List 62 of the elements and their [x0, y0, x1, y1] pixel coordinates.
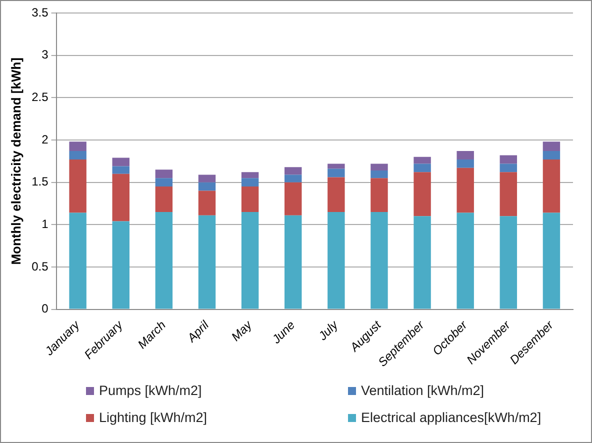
bar	[69, 159, 86, 213]
y-tick-label: 1.5	[32, 174, 49, 189]
y-tick-label: 2	[42, 132, 49, 146]
bar	[370, 212, 388, 309]
bar	[155, 186, 173, 212]
bar	[500, 172, 518, 216]
bar	[198, 182, 216, 191]
bar	[500, 155, 518, 164]
bar	[198, 174, 216, 182]
bar	[241, 186, 259, 212]
bar	[456, 212, 474, 309]
x-tick-label: July	[314, 317, 342, 344]
bar	[370, 178, 388, 212]
bar	[155, 212, 173, 309]
bar	[414, 156, 431, 164]
legend-label: Ventilation [kWh/m2]	[361, 383, 484, 398]
bar	[198, 215, 216, 309]
bar	[542, 142, 560, 151]
y-tick-label: 0.5	[32, 259, 49, 274]
bar	[542, 159, 560, 213]
legend-label: Electrical appliances[kWh/m2]	[361, 410, 542, 425]
bar	[414, 164, 431, 172]
y-axis-title: Monthly electricity demand [kWh]	[8, 58, 24, 265]
bar	[370, 170, 388, 178]
bar	[284, 167, 302, 175]
bar	[328, 168, 345, 178]
y-tick-label: 1	[42, 216, 49, 231]
y-tick-label: 3	[42, 48, 49, 62]
bar	[456, 150, 474, 160]
bar	[69, 142, 86, 151]
bar	[155, 170, 173, 178]
bar	[542, 150, 560, 160]
bar	[414, 172, 431, 216]
bar	[542, 212, 560, 309]
bar	[328, 212, 345, 309]
legend-label: Lighting [kWh/m2]	[99, 410, 208, 425]
y-tick-label: 2.5	[32, 90, 49, 104]
bar	[241, 212, 259, 309]
bar	[284, 215, 302, 309]
y-tick-label: 3.5	[32, 5, 49, 20]
bar	[328, 177, 345, 212]
bar	[155, 178, 173, 187]
bar	[456, 168, 474, 213]
bar	[112, 174, 130, 222]
bar	[500, 216, 518, 309]
bar	[241, 172, 259, 178]
bar	[500, 164, 518, 172]
bar	[284, 182, 302, 216]
bar	[328, 164, 345, 169]
bar	[112, 166, 130, 174]
bar	[370, 164, 388, 170]
bar	[284, 174, 302, 182]
legend-label: Pumps [kWh/m2]	[99, 383, 202, 398]
bar	[69, 212, 86, 309]
y-tick-label: 0	[42, 302, 49, 316]
bar	[112, 158, 130, 166]
bar	[414, 216, 431, 309]
bar	[112, 221, 130, 309]
bar	[241, 178, 259, 187]
bar	[69, 150, 86, 160]
bar	[456, 159, 474, 168]
bar	[198, 190, 216, 216]
